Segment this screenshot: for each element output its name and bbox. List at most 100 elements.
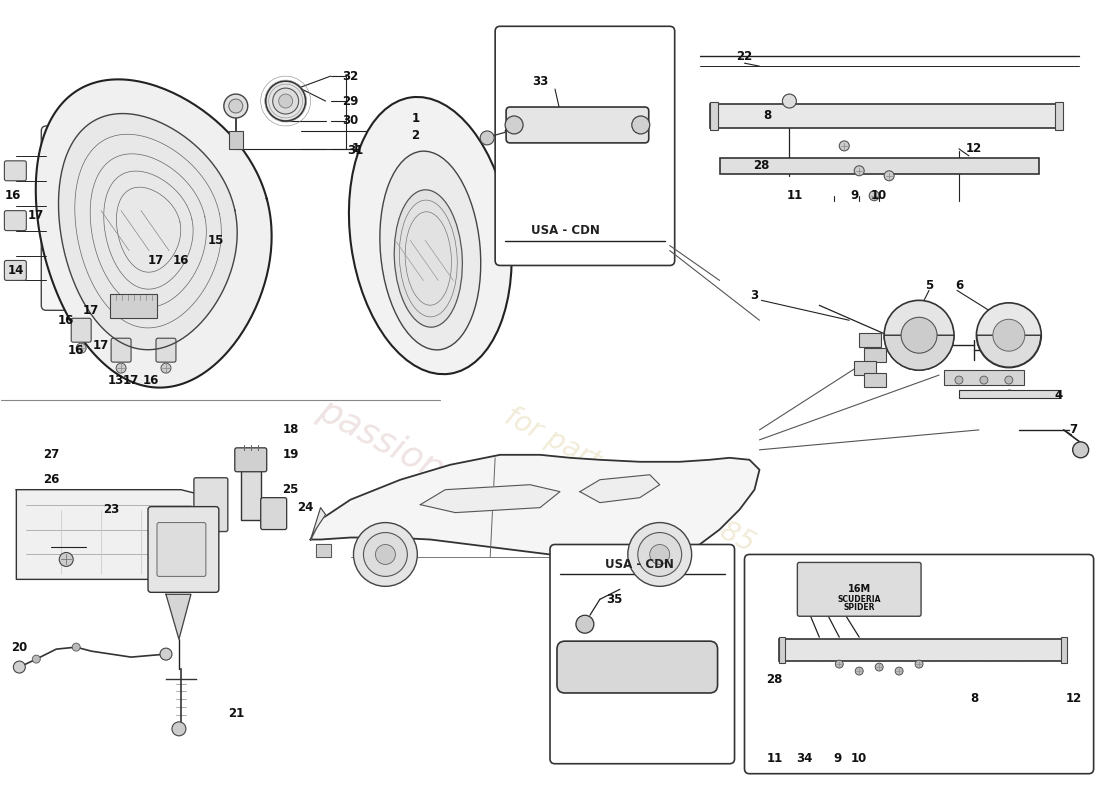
Text: 18: 18: [283, 423, 299, 436]
Text: 27: 27: [43, 448, 59, 462]
Text: 33: 33: [532, 74, 548, 88]
Circle shape: [650, 545, 670, 565]
Text: 11: 11: [786, 190, 803, 202]
Text: 32: 32: [342, 70, 359, 82]
Circle shape: [576, 615, 594, 633]
Circle shape: [32, 655, 41, 663]
Text: 1: 1: [411, 113, 419, 126]
Circle shape: [869, 190, 879, 201]
Circle shape: [884, 170, 894, 181]
FancyBboxPatch shape: [719, 158, 1038, 174]
Bar: [865, 373, 887, 387]
Text: 17: 17: [123, 374, 140, 386]
Text: 13: 13: [108, 374, 124, 386]
FancyBboxPatch shape: [4, 210, 26, 230]
Circle shape: [628, 522, 692, 586]
Text: 16: 16: [143, 374, 160, 386]
Circle shape: [375, 545, 395, 565]
Bar: [859, 334, 881, 347]
Bar: [1060, 637, 1067, 663]
Text: 11: 11: [767, 752, 782, 766]
Text: 23: 23: [103, 503, 119, 516]
Text: 24: 24: [297, 501, 313, 514]
FancyBboxPatch shape: [506, 107, 649, 143]
Text: 16: 16: [6, 190, 22, 202]
Polygon shape: [166, 594, 191, 639]
FancyBboxPatch shape: [148, 506, 219, 592]
Circle shape: [363, 533, 407, 576]
Circle shape: [855, 166, 865, 176]
Text: 16: 16: [68, 344, 85, 357]
Text: 15: 15: [208, 234, 224, 247]
Text: 19: 19: [283, 448, 299, 462]
Polygon shape: [310, 508, 326, 539]
Ellipse shape: [977, 303, 1042, 368]
Circle shape: [895, 667, 903, 675]
FancyBboxPatch shape: [557, 641, 717, 693]
Bar: [229, 131, 243, 149]
Text: 5: 5: [925, 279, 933, 292]
Text: 7: 7: [1069, 423, 1078, 436]
FancyBboxPatch shape: [42, 126, 141, 310]
Text: 12: 12: [966, 142, 982, 155]
Text: 10: 10: [851, 752, 867, 766]
Circle shape: [117, 363, 126, 373]
Ellipse shape: [884, 300, 954, 370]
Text: 20: 20: [11, 641, 28, 654]
Wedge shape: [884, 335, 954, 370]
Circle shape: [980, 376, 988, 384]
Text: 8: 8: [970, 693, 978, 706]
FancyBboxPatch shape: [495, 26, 674, 266]
Polygon shape: [16, 490, 216, 579]
Circle shape: [839, 141, 849, 151]
Circle shape: [266, 81, 306, 121]
Bar: [865, 348, 887, 362]
Text: 28: 28: [754, 159, 770, 172]
Circle shape: [955, 376, 962, 384]
Text: USA - CDN: USA - CDN: [605, 558, 674, 571]
Text: 22: 22: [736, 50, 752, 62]
Text: 29: 29: [342, 94, 359, 107]
Text: 9: 9: [850, 190, 858, 202]
Text: 17: 17: [147, 254, 164, 267]
Polygon shape: [420, 485, 560, 513]
Polygon shape: [36, 79, 272, 387]
Circle shape: [229, 99, 243, 113]
Text: SCUDERIA: SCUDERIA: [837, 595, 881, 604]
Bar: [780, 637, 785, 663]
Text: 12: 12: [1066, 693, 1081, 706]
Circle shape: [278, 94, 293, 108]
Text: 2: 2: [411, 130, 419, 142]
Text: 17: 17: [82, 304, 99, 317]
Text: 16: 16: [58, 314, 75, 326]
Circle shape: [76, 343, 86, 353]
Text: 3: 3: [750, 289, 759, 302]
FancyBboxPatch shape: [4, 161, 26, 181]
Ellipse shape: [394, 190, 462, 327]
Bar: [959, 390, 1058, 398]
Text: 35: 35: [606, 593, 623, 606]
Wedge shape: [977, 335, 1041, 367]
Circle shape: [13, 661, 25, 673]
Bar: [710, 102, 717, 130]
Text: SPIDER: SPIDER: [844, 602, 875, 612]
FancyBboxPatch shape: [234, 448, 266, 472]
Text: 9: 9: [833, 752, 842, 766]
Text: 17: 17: [29, 209, 44, 222]
Polygon shape: [316, 545, 331, 558]
Text: USA - CDN: USA - CDN: [530, 224, 600, 237]
Circle shape: [631, 116, 650, 134]
FancyBboxPatch shape: [156, 338, 176, 362]
Text: 4: 4: [1055, 389, 1063, 402]
Circle shape: [161, 363, 170, 373]
Circle shape: [993, 319, 1025, 351]
FancyBboxPatch shape: [157, 522, 206, 576]
Text: 25: 25: [283, 483, 299, 496]
FancyBboxPatch shape: [745, 554, 1093, 774]
Circle shape: [223, 94, 248, 118]
Circle shape: [876, 663, 883, 671]
FancyBboxPatch shape: [4, 261, 26, 281]
Circle shape: [835, 660, 844, 668]
Text: 16: 16: [173, 254, 189, 267]
Circle shape: [855, 667, 864, 675]
